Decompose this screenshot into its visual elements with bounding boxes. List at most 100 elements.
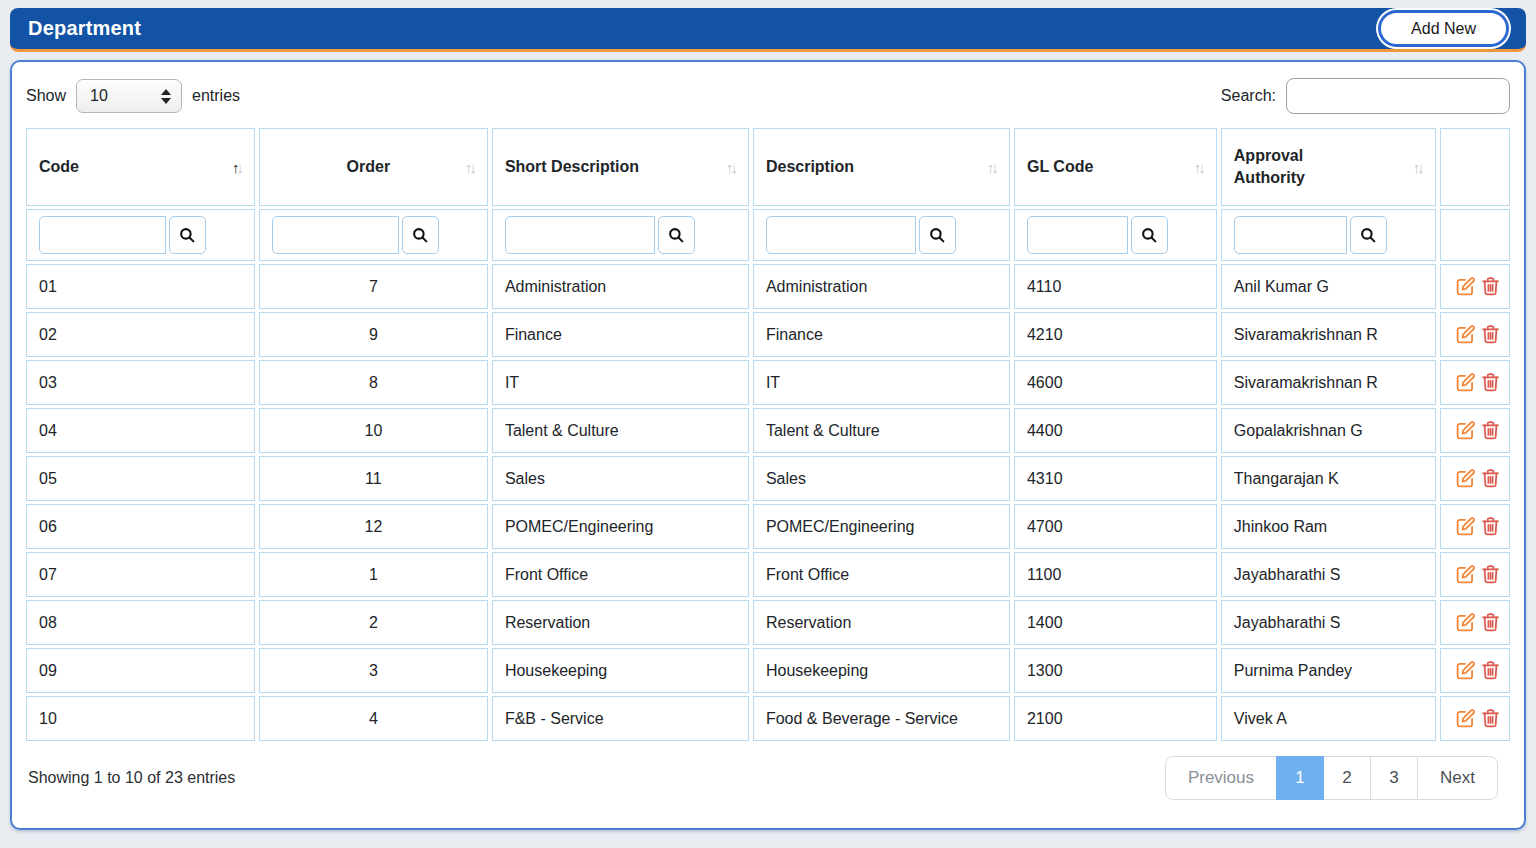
cell-actions bbox=[1440, 456, 1510, 501]
delete-button[interactable] bbox=[1478, 514, 1503, 539]
filter-cell-code bbox=[26, 209, 255, 261]
cell-approval-authority: Gopalakrishnan G bbox=[1221, 408, 1436, 453]
search-input[interactable] bbox=[1286, 78, 1510, 114]
table-row: 029FinanceFinance4210Sivaramakrishnan R bbox=[26, 312, 1510, 357]
filter-search-button[interactable] bbox=[658, 216, 695, 254]
pagination-previous-button[interactable]: Previous bbox=[1165, 756, 1277, 800]
edit-button[interactable] bbox=[1453, 658, 1478, 683]
edit-button[interactable] bbox=[1453, 418, 1478, 443]
delete-icon bbox=[1480, 276, 1501, 297]
delete-button[interactable] bbox=[1478, 562, 1503, 587]
edit-button[interactable] bbox=[1453, 514, 1478, 539]
sort-icon: ↑↓ bbox=[232, 159, 244, 176]
delete-button[interactable] bbox=[1478, 658, 1503, 683]
select-spinner-icon bbox=[161, 89, 171, 104]
filter-input-short-description[interactable] bbox=[505, 216, 655, 254]
cell-code: 07 bbox=[26, 552, 255, 597]
header-row: Code ↑↓ Order ↑↓ Short Description ↑↓ bbox=[26, 128, 1510, 206]
delete-button[interactable] bbox=[1478, 322, 1503, 347]
column-header-code[interactable]: Code ↑↓ bbox=[26, 128, 255, 206]
cell-description: Housekeeping bbox=[753, 648, 1010, 693]
cell-order: 2 bbox=[259, 600, 488, 645]
filter-input-approval-authority[interactable] bbox=[1234, 216, 1347, 254]
edit-button[interactable] bbox=[1453, 706, 1478, 731]
table-row: 038ITIT4600Sivaramakrishnan R bbox=[26, 360, 1510, 405]
column-header-approval-authority[interactable]: Approval Authority ↑↓ bbox=[1221, 128, 1436, 206]
cell-short-description: Administration bbox=[492, 264, 749, 309]
pagination-next-button[interactable]: Next bbox=[1417, 756, 1498, 800]
search-control: Search: bbox=[1221, 78, 1510, 114]
filter-input-gl-code[interactable] bbox=[1027, 216, 1128, 254]
delete-button[interactable] bbox=[1478, 706, 1503, 731]
cell-approval-authority: Jayabharathi S bbox=[1221, 552, 1436, 597]
search-icon bbox=[928, 226, 946, 244]
filter-search-button[interactable] bbox=[1131, 216, 1168, 254]
edit-icon bbox=[1455, 276, 1476, 297]
column-header-gl-code[interactable]: GL Code ↑↓ bbox=[1014, 128, 1217, 206]
column-label: GL Code bbox=[1027, 156, 1093, 178]
column-header-order[interactable]: Order ↑↓ bbox=[259, 128, 488, 206]
filter-search-button[interactable] bbox=[402, 216, 439, 254]
cell-gl-code: 1300 bbox=[1014, 648, 1217, 693]
filter-search-button[interactable] bbox=[169, 216, 206, 254]
delete-button[interactable] bbox=[1478, 418, 1503, 443]
table-row: 0511SalesSales4310Thangarajan K bbox=[26, 456, 1510, 501]
cell-order: 3 bbox=[259, 648, 488, 693]
cell-gl-code: 1100 bbox=[1014, 552, 1217, 597]
cell-actions bbox=[1440, 648, 1510, 693]
cell-code: 09 bbox=[26, 648, 255, 693]
delete-button[interactable] bbox=[1478, 610, 1503, 635]
cell-approval-authority: Anil Kumar G bbox=[1221, 264, 1436, 309]
delete-button[interactable] bbox=[1478, 466, 1503, 491]
cell-actions bbox=[1440, 552, 1510, 597]
table-row: 017AdministrationAdministration4110Anil … bbox=[26, 264, 1510, 309]
cell-gl-code: 4210 bbox=[1014, 312, 1217, 357]
filter-search-button[interactable] bbox=[919, 216, 956, 254]
sort-icon: ↑↓ bbox=[987, 159, 999, 176]
filter-input-order[interactable] bbox=[272, 216, 399, 254]
delete-button[interactable] bbox=[1478, 370, 1503, 395]
cell-short-description: IT bbox=[492, 360, 749, 405]
pagination-page-1[interactable]: 1 bbox=[1276, 756, 1324, 800]
cell-short-description: Finance bbox=[492, 312, 749, 357]
edit-icon bbox=[1455, 324, 1476, 345]
filter-input-code[interactable] bbox=[39, 216, 166, 254]
entries-label: entries bbox=[192, 87, 240, 105]
edit-button[interactable] bbox=[1453, 466, 1478, 491]
page-length-select[interactable]: 10 bbox=[76, 79, 182, 113]
department-panel: Show 10 entries Search: Code bbox=[10, 60, 1526, 830]
show-label: Show bbox=[26, 87, 66, 105]
edit-icon bbox=[1455, 468, 1476, 489]
edit-icon bbox=[1455, 420, 1476, 441]
cell-code: 05 bbox=[26, 456, 255, 501]
table-row: 071Front OfficeFront Office1100Jayabhara… bbox=[26, 552, 1510, 597]
edit-button[interactable] bbox=[1453, 274, 1478, 299]
delete-button[interactable] bbox=[1478, 274, 1503, 299]
delete-icon bbox=[1480, 372, 1501, 393]
edit-button[interactable] bbox=[1453, 610, 1478, 635]
column-label: Order bbox=[272, 156, 465, 178]
edit-button[interactable] bbox=[1453, 370, 1478, 395]
pagination-page-3[interactable]: 3 bbox=[1370, 756, 1418, 800]
edit-button[interactable] bbox=[1453, 562, 1478, 587]
edit-button[interactable] bbox=[1453, 322, 1478, 347]
cell-order: 9 bbox=[259, 312, 488, 357]
pagination-page-2[interactable]: 2 bbox=[1323, 756, 1371, 800]
cell-description: Food & Beverage - Service bbox=[753, 696, 1010, 741]
filter-search-button[interactable] bbox=[1350, 216, 1387, 254]
table-row: 093HousekeepingHousekeeping1300Purnima P… bbox=[26, 648, 1510, 693]
cell-actions bbox=[1440, 600, 1510, 645]
cell-short-description: Reservation bbox=[492, 600, 749, 645]
cell-code: 10 bbox=[26, 696, 255, 741]
edit-icon bbox=[1455, 612, 1476, 633]
filter-cell-approval-authority bbox=[1221, 209, 1436, 261]
filter-input-description[interactable] bbox=[766, 216, 916, 254]
add-new-button[interactable]: Add New bbox=[1381, 13, 1506, 44]
cell-gl-code: 1400 bbox=[1014, 600, 1217, 645]
table-row: 0612POMEC/EngineeringPOMEC/Engineering47… bbox=[26, 504, 1510, 549]
column-header-short-description[interactable]: Short Description ↑↓ bbox=[492, 128, 749, 206]
cell-order: 4 bbox=[259, 696, 488, 741]
column-header-description[interactable]: Description ↑↓ bbox=[753, 128, 1010, 206]
table-controls: Show 10 entries Search: bbox=[22, 76, 1514, 116]
search-icon bbox=[667, 226, 685, 244]
